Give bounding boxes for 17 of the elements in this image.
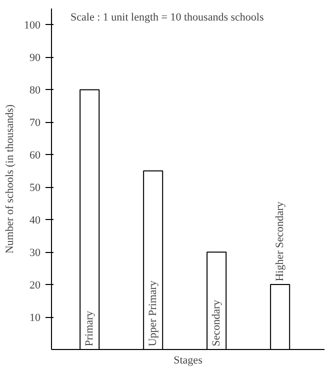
y-tick-label: 90 bbox=[30, 52, 41, 64]
y-tick-label: 20 bbox=[30, 280, 41, 292]
y-tick-label: 100 bbox=[24, 20, 41, 32]
y-tick-label: 80 bbox=[30, 84, 41, 97]
annotation: Scale : 1 unit length = 10 thousands schools bbox=[70, 12, 264, 24]
x-axis-title: Stages bbox=[174, 354, 202, 366]
y-tick-label: 70 bbox=[30, 117, 41, 130]
x-tick-label: Secondary bbox=[210, 299, 223, 346]
y-tick-label: 30 bbox=[30, 247, 41, 260]
x-tick-label: Higher Secondary bbox=[274, 201, 286, 282]
y-axis-title: Number of schools (in thousands) bbox=[4, 104, 16, 254]
y-tick-label: 50 bbox=[30, 182, 41, 194]
y-tick-label: 40 bbox=[30, 214, 41, 227]
x-tick-label: Primary bbox=[84, 310, 96, 346]
y-tick-label: 60 bbox=[30, 150, 41, 162]
x-tick-label: Upper Primary bbox=[147, 280, 160, 346]
y-tick-label: 10 bbox=[30, 312, 41, 324]
